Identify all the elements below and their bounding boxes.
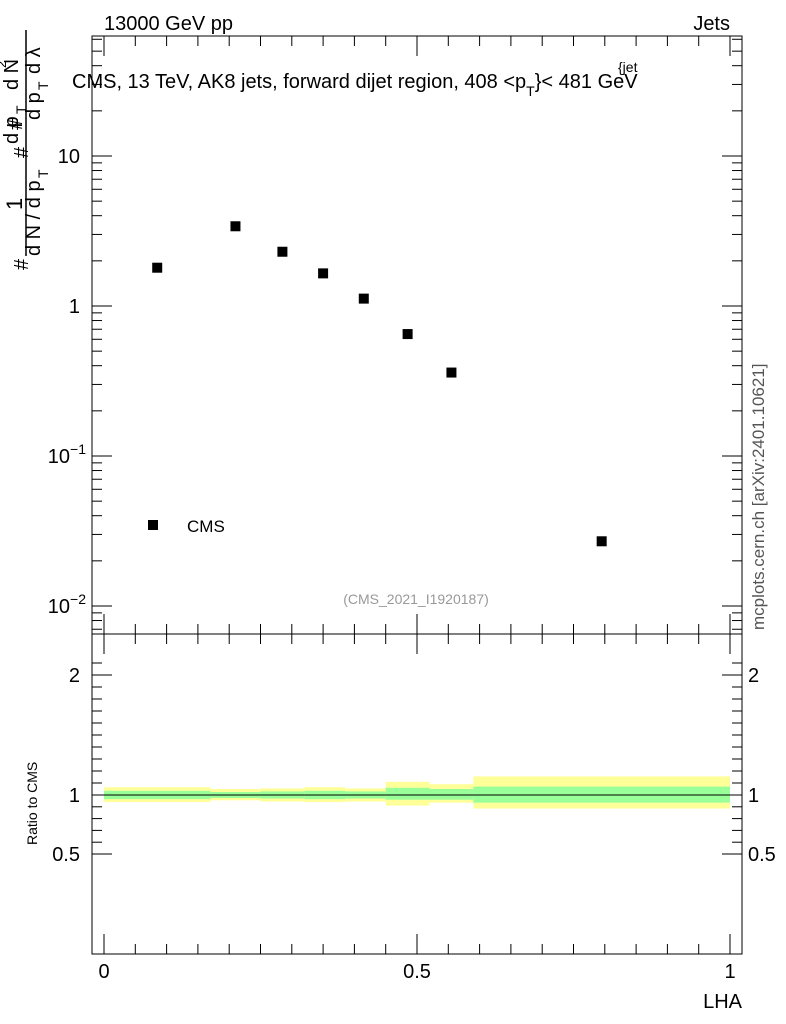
data-point-cms bbox=[446, 367, 457, 378]
data-point-cms bbox=[277, 246, 288, 257]
svg-text:d p: d p bbox=[23, 92, 45, 120]
data-point-cms bbox=[596, 536, 607, 547]
svg-text:T: T bbox=[35, 81, 51, 90]
svg-text:1: 1 bbox=[2, 198, 27, 210]
data-point-cms bbox=[402, 329, 413, 340]
ratio-ytick-label: 0.5 bbox=[52, 844, 80, 866]
header-right: Jets bbox=[693, 13, 730, 35]
svg-text:#: # bbox=[11, 146, 33, 158]
svg-text:d N: d N bbox=[1, 59, 23, 90]
title-prefix: CMS, 13 TeV, AK8 jets, forward dijet reg… bbox=[72, 71, 526, 93]
svg-text:d N / d p: d N / d p bbox=[23, 180, 45, 256]
legend-label-cms: CMS bbox=[187, 517, 225, 536]
analysis-watermark: (CMS_2021_I1920187) bbox=[343, 591, 489, 607]
main-ylabel: # d N / d p T 1 # d p T # d p T d λ d N … bbox=[0, 30, 51, 270]
svg-text:2: 2 bbox=[0, 61, 9, 68]
main-ytick-label: 10 bbox=[58, 146, 80, 168]
svg-text:#: # bbox=[5, 118, 27, 130]
main-ytick-label: 1 bbox=[69, 296, 80, 318]
data-point-cms bbox=[152, 262, 163, 273]
ratio-ytick-label: 2 bbox=[69, 665, 80, 687]
header-left: 13000 GeV pp bbox=[104, 13, 233, 35]
main-ytick-label: 10−1 bbox=[48, 441, 86, 468]
ratio-ytick-label-right: 1 bbox=[748, 785, 759, 807]
main-plot-frame bbox=[91, 35, 743, 635]
ratio-ytick-label: 1 bbox=[69, 785, 80, 807]
plot-title: CMS, 13 TeV, AK8 jets, forward dijet reg… bbox=[72, 71, 638, 99]
main-plot: 10 1 10−1 10−2 bbox=[48, 36, 742, 634]
x-tick-label: 1 bbox=[724, 961, 735, 983]
svg-text:#: # bbox=[11, 258, 33, 270]
svg-text:T: T bbox=[13, 105, 29, 114]
x-tick-label: 0.5 bbox=[403, 961, 431, 983]
title-suffix: }< 481 GeV bbox=[535, 71, 639, 93]
ratio-band-inner bbox=[385, 787, 430, 800]
ratio-ylabel: Ratio to CMS bbox=[24, 762, 40, 845]
x-tick-label: 0 bbox=[98, 961, 109, 983]
svg-text:d p: d p bbox=[1, 116, 23, 144]
ratio-ytick-label-right: 2 bbox=[748, 665, 759, 687]
data-point-cms bbox=[318, 268, 329, 279]
ratio-band-inner bbox=[429, 789, 474, 800]
data-point-cms bbox=[230, 221, 241, 232]
main-ytick-label: 10−2 bbox=[48, 591, 86, 618]
legend-marker-cms bbox=[148, 520, 158, 530]
ratio-plot: 0.5 0.5 1 1 2 2 0 0.5 1 bbox=[52, 634, 776, 983]
title-sub: T bbox=[526, 83, 535, 99]
svg-text:d λ: d λ bbox=[23, 47, 45, 74]
data-point-cms bbox=[358, 293, 369, 304]
side-label: mcplots.cern.ch [arXiv:2401.10621] bbox=[749, 364, 768, 630]
x-axis-label: LHA bbox=[703, 991, 743, 1013]
svg-text:T: T bbox=[35, 169, 51, 178]
ratio-ytick-label-right: 0.5 bbox=[748, 844, 776, 866]
title-sup: {jet bbox=[618, 59, 638, 75]
